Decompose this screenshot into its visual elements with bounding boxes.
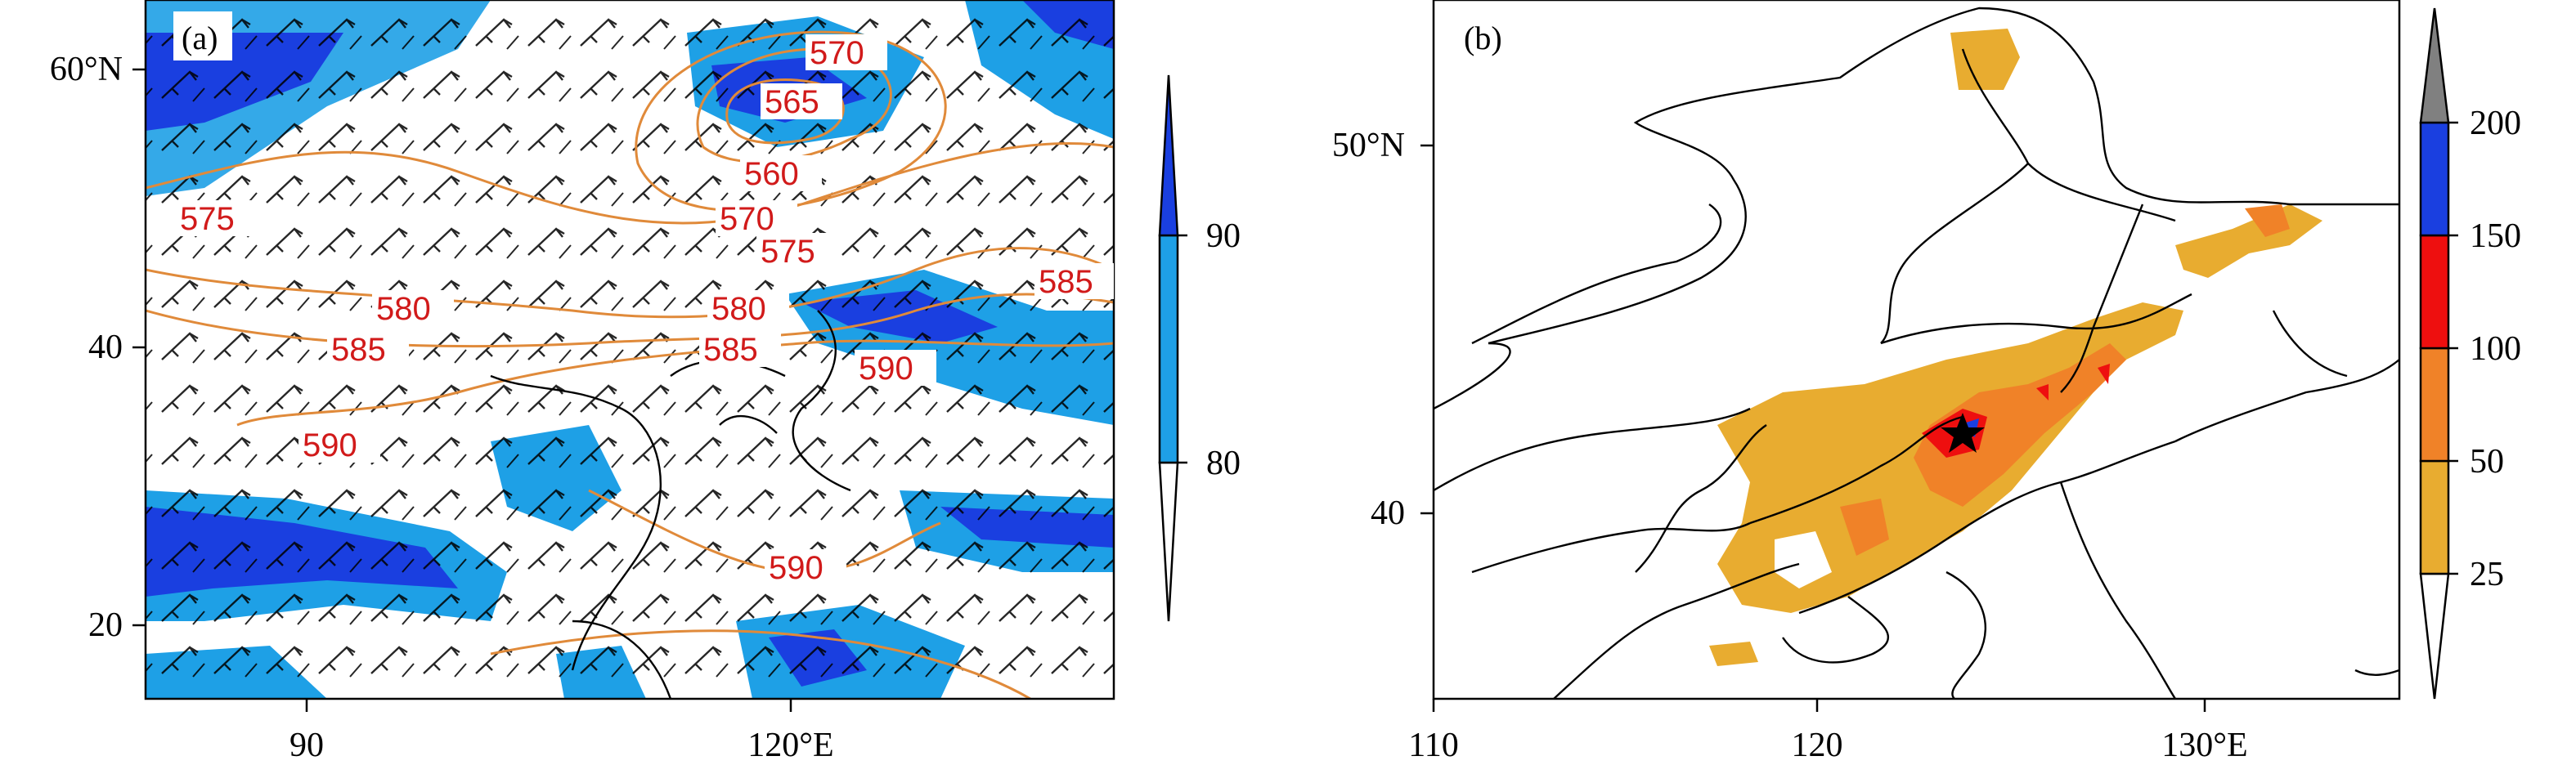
contour-label: 585 [703,332,758,368]
x-tick-label: 110 [1408,727,1458,764]
panel-b-axes [1420,144,2206,712]
colorbar-tick-label: 80 [1206,445,1241,482]
contour-label: 560 [744,156,799,192]
contour-label: 570 [720,201,774,237]
contour-label: 585 [331,332,386,368]
colorbar-tick-label: 50 [2470,443,2504,481]
y-tick-label: 20 [88,606,123,644]
panel-a-colorbar [1158,74,1187,622]
panel-a-axes [132,68,792,712]
borders [1434,7,2399,699]
x-tick-label: 130°E [2161,727,2247,764]
wind-barbs [146,0,1114,699]
y-tick-label: 50°N [1332,127,1405,164]
contour-label: 585 [1039,264,1093,300]
colorbar-tick-label: 200 [2470,105,2521,142]
colorbar-tick-label: 100 [2470,330,2521,368]
contour-label: 580 [376,291,431,327]
y-tick-label: 60°N [50,51,123,88]
panel-a-map: (a) [144,0,1115,700]
colorbar-tick-label: 25 [2470,556,2504,593]
contour-label: 575 [180,201,235,237]
coastlines [490,310,851,699]
contour-label: 590 [769,550,824,586]
panel-a-label: (a) [182,20,218,56]
colorbar-tick-label: 150 [2470,217,2521,255]
panel-b-colorbar [2419,7,2458,700]
x-tick-label: 120 [1792,727,1843,764]
x-tick-label: 90 [289,727,324,764]
colorbar-tick-label: 90 [1206,217,1241,255]
star-icon [1941,413,1985,453]
panel-b-map: (b) [1432,0,2401,700]
contour-label: 590 [303,427,357,463]
contour-label: 570 [810,35,864,71]
y-tick-label: 40 [1371,494,1405,532]
contour-label: 565 [765,84,819,120]
contour-labels: 570 565 560 570 575 575 580 580 585 585 … [176,34,1114,586]
contour-label: 580 [711,291,766,327]
y-tick-label: 40 [88,329,123,366]
x-tick-label: 120°E [747,727,833,764]
contour-label: 590 [859,351,913,387]
contour-label: 575 [761,234,815,270]
panel-b-label: (b) [1464,20,1502,56]
